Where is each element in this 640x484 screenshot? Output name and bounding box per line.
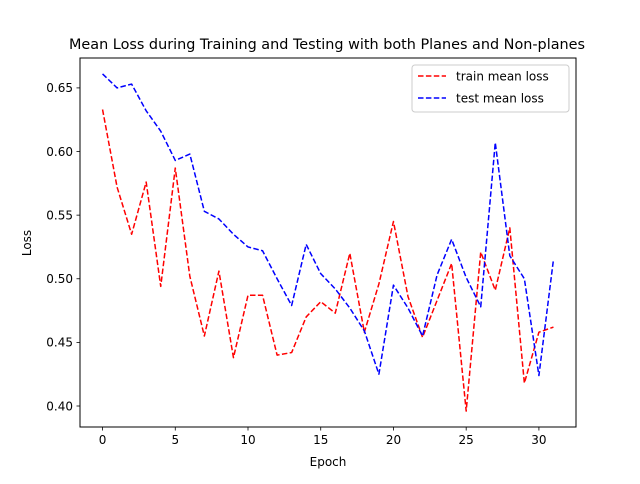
chart-title: Mean Loss during Training and Testing wi…: [69, 37, 585, 53]
x-tick-label: 10: [240, 433, 255, 447]
plot-frame: [79, 57, 577, 428]
y-tick-label: 0.65: [46, 81, 73, 95]
x-tick-label: 30: [531, 433, 546, 447]
series-line-test: [102, 73, 555, 377]
x-tick-label: 0: [99, 433, 107, 447]
y-tick-label: 0.60: [46, 145, 73, 159]
legend-box: [411, 64, 570, 113]
x-tick-label: 5: [171, 433, 179, 447]
legend-label: train mean loss: [456, 69, 549, 83]
y-tick-label: 0.45: [46, 336, 73, 350]
x-tick-label: 15: [313, 433, 328, 447]
y-axis-ticks: 0.40 0.45 0.50 0.55 0.60 0.65: [46, 81, 80, 413]
legend: train mean loss test mean loss: [411, 64, 570, 113]
y-tick-label: 0.55: [46, 208, 73, 222]
x-tick-label: 25: [459, 433, 474, 447]
x-axis-ticks: 0 5 10 15 20 25 30: [99, 427, 547, 447]
x-tick-label: 20: [386, 433, 401, 447]
y-tick-label: 0.50: [46, 272, 73, 286]
y-axis-label: Loss: [20, 230, 34, 256]
y-tick-label: 0.40: [46, 399, 73, 413]
series-lines: [101, 73, 555, 412]
series-line-train: [101, 109, 554, 412]
legend-label: test mean loss: [456, 91, 544, 105]
x-axis-label: Epoch: [310, 455, 347, 469]
